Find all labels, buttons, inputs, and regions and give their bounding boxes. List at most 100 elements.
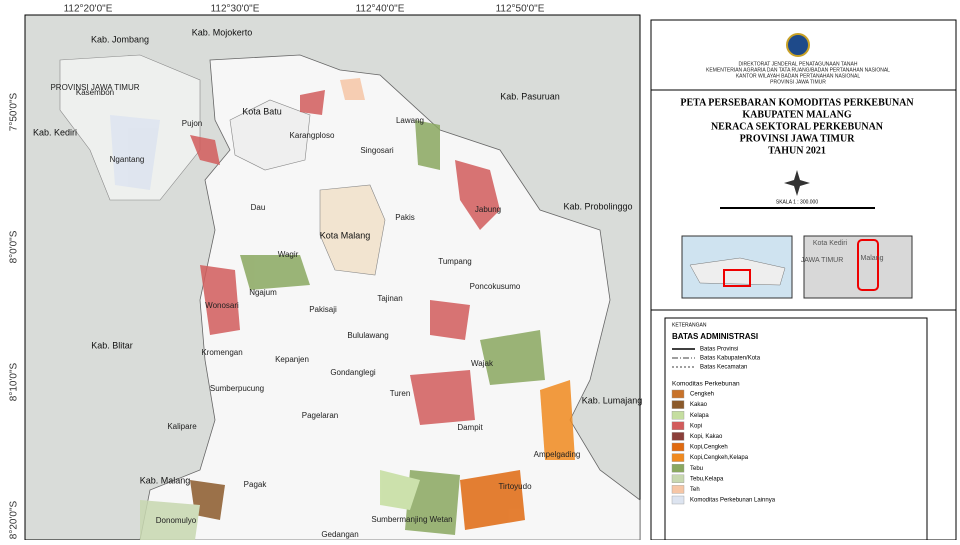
- place-label: Kab. Lumajang: [582, 395, 643, 405]
- legend-label: Kopi,Cengkeh: [690, 445, 728, 451]
- legend-swatch: [671, 495, 685, 505]
- inset-label: Kota Kediri: [813, 240, 848, 247]
- place-label: Tajinan: [377, 294, 402, 303]
- place-label: Kab. Blitar: [91, 340, 133, 350]
- place-label: Sumberpucung: [210, 384, 264, 393]
- legend-label: Kopi: [690, 423, 702, 429]
- place-label: Gondanglegi: [330, 368, 376, 377]
- place-label: Ngajum: [249, 288, 277, 297]
- place-label: Jabung: [475, 205, 501, 214]
- place-label: Kab. Kediri: [33, 127, 77, 137]
- kota-batu: [229, 99, 311, 171]
- place-label: Gedangan: [321, 530, 358, 539]
- coord-label: 8°0'0"S: [9, 230, 20, 263]
- place-label: Ngantang: [110, 155, 145, 164]
- place-label: Kasembon: [76, 88, 114, 97]
- place-label: Wagir: [278, 250, 299, 259]
- coord-label: 8°20'0"S: [9, 500, 20, 539]
- place-label: Kalipare: [167, 422, 197, 431]
- legend-swatch: [671, 474, 685, 483]
- place-label: Kab. Malang: [140, 475, 191, 485]
- legend-label: Batas Kabupaten/Kota: [700, 356, 761, 362]
- legend-swatch: [671, 442, 685, 452]
- inset-label: Malang: [861, 255, 884, 262]
- place-label: Kota Malang: [320, 230, 371, 240]
- place-label: Kepanjen: [275, 355, 309, 364]
- coord-label: 112°40'0"E: [356, 4, 405, 15]
- place-label: PROVINSI JAWA TIMUR: [50, 83, 139, 92]
- place-label: Kab. Mojokerto: [192, 27, 253, 37]
- place-label: Dau: [251, 203, 266, 212]
- map-title: KABUPATEN MALANG: [742, 109, 852, 120]
- place-label: Wonosari: [205, 301, 239, 310]
- commodity-patches: [110, 78, 575, 540]
- place-label: Tumpang: [438, 257, 472, 266]
- place-label: Kota Batu: [242, 106, 282, 116]
- org-line: PROVINSI JAWA TIMUR: [770, 79, 826, 85]
- coord-label: 8°10'0"S: [9, 362, 20, 401]
- kota-malang: [319, 184, 386, 276]
- legend-label: Kakao: [690, 402, 708, 408]
- legend-box: [664, 317, 928, 541]
- legend-swatch: [671, 432, 685, 441]
- legend-swatch: [671, 453, 685, 462]
- place-label: Pujon: [182, 119, 202, 128]
- place-label: Singosari: [360, 146, 394, 155]
- place-label: Turen: [390, 389, 411, 398]
- map-title: PETA PERSEBARAN KOMODITAS PERKEBUNAN: [680, 97, 914, 108]
- coord-label: 112°20'0"E: [64, 4, 113, 15]
- place-label: Ampelgading: [534, 450, 581, 459]
- legend-section: BATAS ADMINISTRASI: [672, 332, 758, 341]
- map-title: PROVINSI JAWA TIMUR: [740, 133, 856, 144]
- place-label: Sumbermanjing Wetan: [371, 515, 452, 524]
- legend-swatch: [671, 389, 685, 399]
- legend-swatch: [671, 421, 685, 430]
- legend-label: Batas Kecamatan: [700, 365, 747, 371]
- legend-section: Komoditas Perkebunan: [672, 381, 740, 388]
- place-label: Kab. Probolinggo: [563, 201, 632, 211]
- map: [24, 14, 641, 541]
- inset-label: JAWA TIMUR: [801, 257, 844, 264]
- coord-label: 112°30'0"E: [211, 4, 260, 15]
- legend-swatch: [671, 485, 685, 494]
- legend-swatch: [671, 400, 685, 409]
- compass: [784, 170, 810, 196]
- place-label: Tirtoyudo: [498, 482, 532, 491]
- place-label: Karangploso: [290, 131, 335, 140]
- legend-heading: KETERANGAN: [672, 322, 707, 328]
- legend-label: Kopi, Kakao: [690, 434, 723, 440]
- place-label: Dampit: [457, 423, 483, 432]
- legend-label: Tebu,Kelapa: [690, 476, 724, 482]
- place-label: Pagelaran: [302, 411, 338, 420]
- place-label: Donomulyo: [156, 516, 197, 525]
- legend-label: Komoditas Perkebunan Lainnya: [690, 498, 776, 504]
- coord-label: 112°50'0"E: [496, 4, 545, 15]
- legend-label: Batas Provinsi: [700, 347, 738, 353]
- place-label: Wajak: [471, 359, 494, 368]
- scale-text: SKALA 1 : 300.000: [776, 199, 818, 205]
- place-label: Kab. Jombang: [91, 34, 149, 44]
- map-title: TAHUN 2021: [768, 145, 826, 156]
- org-line: KEMENTERIAN AGRARIA DAN TATA RUANG/BADAN…: [706, 67, 890, 73]
- place-label: Poncokusumo: [470, 282, 521, 291]
- legend-swatch: [671, 411, 685, 420]
- legend-label: Kelapa: [690, 413, 709, 419]
- legend-label: Kopi,Cengkeh,Kelapa: [690, 455, 749, 461]
- place-label: Pakisaji: [309, 305, 337, 314]
- place-label: Bululawang: [347, 331, 388, 340]
- org-line: DIREKTORAT JENDERAL PENATAGUNAAN TANAH: [739, 61, 858, 67]
- place-label: Lawang: [396, 116, 424, 125]
- side-panel: [650, 19, 957, 541]
- place-label: Pakis: [395, 213, 415, 222]
- coord-label: 7°50'0"S: [9, 92, 20, 131]
- place-label: Kab. Pasuruan: [500, 91, 560, 101]
- org-line: KANTOR WILAYAH BADAN PERTANAHAN NASIONAL: [736, 73, 861, 79]
- legend-label: Tebu: [690, 466, 703, 472]
- logo: [786, 33, 810, 57]
- place-label: Kromengan: [201, 348, 242, 357]
- legend-swatch: [671, 464, 685, 473]
- place-label: Pagak: [244, 480, 268, 489]
- map-title: NERACA SEKTORAL PERKEBUNAN: [711, 121, 884, 132]
- legend-label: Teh: [690, 487, 700, 493]
